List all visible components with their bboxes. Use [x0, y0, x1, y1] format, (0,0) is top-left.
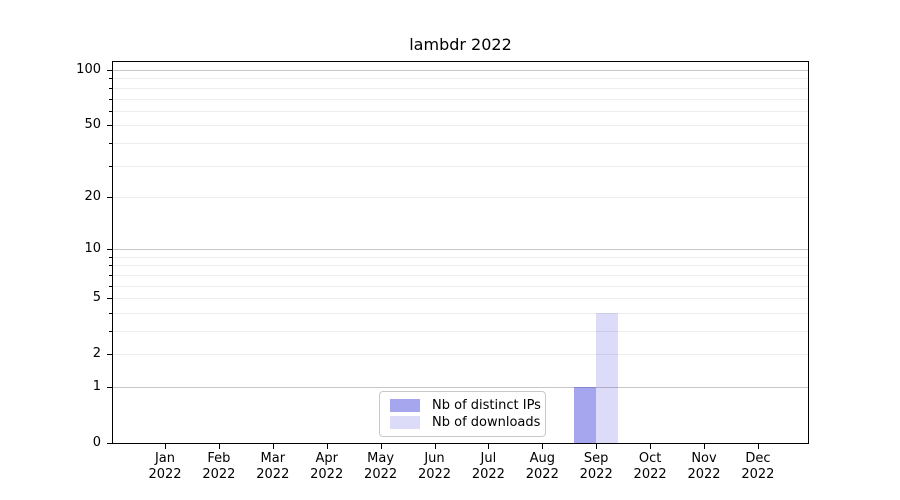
x-axis-tick-label: Aug 2022	[525, 451, 559, 482]
gridline-minor	[113, 354, 808, 356]
legend-label-distinct-ips: Nb of distinct IPs	[432, 398, 541, 413]
y-axis-minor-tick	[109, 78, 112, 80]
gridline-minor	[113, 331, 808, 332]
x-axis-tick	[272, 444, 274, 449]
y-axis-minor-tick	[109, 165, 112, 167]
legend-swatch-downloads	[390, 416, 420, 429]
y-axis-tick-label: 20	[84, 188, 101, 204]
plot-area	[112, 61, 809, 444]
y-axis-tick	[107, 125, 112, 127]
y-axis-minor-tick	[109, 285, 112, 287]
x-axis-tick	[704, 444, 705, 449]
x-axis-tick-label: Jan 2022	[148, 451, 182, 482]
gridline-minor	[113, 298, 808, 300]
gridline-minor	[113, 110, 808, 112]
gridline-minor	[113, 285, 808, 287]
y-axis-tick-label: 100	[76, 62, 101, 77]
x-axis-tick	[542, 444, 544, 449]
gridline-minor	[113, 256, 808, 258]
x-axis-tick-label: Jul 2022	[471, 451, 505, 482]
gridline-minor	[113, 125, 808, 127]
y-axis-tick-label: 0	[92, 435, 101, 450]
x-axis-tick	[218, 444, 220, 449]
y-axis-minor-tick	[109, 110, 112, 112]
x-axis-tick-label: Mar 2022	[256, 451, 290, 482]
gridline-major	[113, 387, 808, 388]
x-axis-tick	[434, 444, 436, 449]
x-axis-tick	[650, 444, 652, 449]
gridline-minor	[113, 312, 808, 314]
x-axis-tick	[165, 444, 166, 449]
y-axis-tick	[107, 387, 112, 388]
y-axis-minor-tick	[109, 98, 112, 100]
chart-title: lambdr 2022	[409, 35, 512, 54]
x-axis-tick-label: Jun 2022	[417, 451, 452, 482]
x-axis-tick	[488, 444, 490, 449]
x-axis-tick	[380, 444, 382, 449]
x-axis-tick	[757, 444, 759, 449]
gridline-major	[113, 70, 808, 71]
x-axis-tick	[326, 444, 328, 449]
x-axis-tick	[596, 444, 598, 449]
gridline-minor	[113, 142, 808, 144]
x-axis-tick-label: Oct 2022	[633, 451, 667, 482]
x-axis-tick-label: Feb 2022	[202, 451, 236, 482]
bar-downloads	[596, 312, 619, 443]
bar-distinct-ips	[574, 387, 597, 443]
y-axis-tick-label: 2	[92, 346, 101, 362]
y-axis-tick	[107, 70, 112, 71]
y-axis-minor-tick	[109, 142, 112, 144]
y-axis-tick-label: 10	[84, 241, 101, 257]
gridline-minor	[113, 78, 808, 80]
x-axis-tick-label: Sep 2022	[579, 451, 613, 482]
y-axis-tick	[107, 249, 112, 251]
y-axis-minor-tick	[109, 87, 112, 89]
x-axis-tick-label: Nov 2022	[687, 451, 721, 482]
gridline-minor	[113, 196, 808, 198]
gridline-minor	[113, 87, 808, 89]
legend-label-downloads: Nb of downloads	[432, 415, 541, 430]
y-axis-tick	[107, 443, 112, 444]
y-axis-tick	[107, 196, 112, 198]
x-axis-tick-label: May 2022	[364, 451, 398, 482]
y-axis-minor-tick	[109, 265, 112, 267]
legend: Nb of distinct IPs Nb of downloads	[379, 391, 546, 437]
y-axis-tick	[107, 298, 112, 300]
x-axis-tick-label: Apr 2022	[310, 451, 344, 482]
y-axis-minor-tick	[109, 274, 112, 276]
gridline-minor	[113, 98, 808, 100]
y-axis-minor-tick	[109, 312, 112, 314]
y-axis-tick-label: 50	[84, 117, 101, 133]
gridline-minor	[113, 274, 808, 276]
legend-swatch-distinct-ips	[390, 399, 420, 412]
gridline-minor	[113, 265, 808, 267]
y-axis-minor-tick	[109, 256, 112, 258]
x-axis-tick-label: Dec 2022	[741, 451, 775, 482]
y-axis-tick	[107, 354, 112, 356]
gridline-minor	[113, 165, 808, 167]
y-axis-tick-label: 5	[92, 290, 101, 306]
y-axis-minor-tick	[109, 331, 112, 332]
legend-item-distinct-ips: Nb of distinct IPs	[390, 398, 541, 413]
y-axis-tick-label: 1	[92, 379, 101, 394]
legend-item-downloads: Nb of downloads	[390, 415, 540, 430]
gridline-major	[113, 249, 808, 251]
